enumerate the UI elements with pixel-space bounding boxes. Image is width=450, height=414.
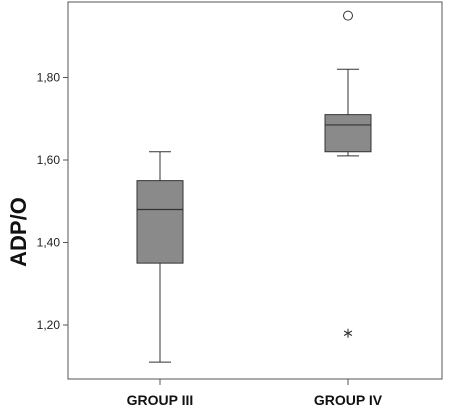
y-tick-label: 1,60 [37,153,61,167]
x-axis: GROUP III GROUP IV [127,379,383,408]
box-series [136,10,372,363]
iqr-box [324,114,372,153]
extreme-point [343,328,353,338]
box-group-iv [324,10,372,338]
extreme-stroke [343,330,353,336]
box-group-iii [136,151,184,363]
x-category-label: GROUP III [127,392,194,408]
y-tick-label: 1,20 [37,318,61,332]
y-tick-label: 1,80 [37,71,61,85]
y-axis-title: ADP/O [6,197,31,267]
plot-area-frame [67,1,443,380]
iqr-box [136,180,184,264]
y-axis: 1,20 1,40 1,60 1,80 [37,71,68,332]
x-category-label: GROUP IV [314,392,383,408]
y-tick-label: 1,40 [37,236,61,250]
outlier-point [343,10,353,21]
